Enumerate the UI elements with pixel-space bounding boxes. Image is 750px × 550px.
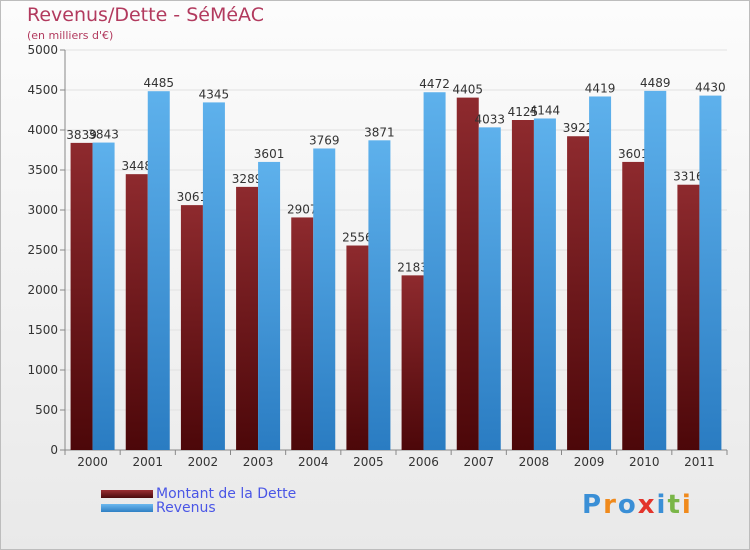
bar-revenus xyxy=(258,161,281,451)
x-tick-label: 2001 xyxy=(132,455,163,469)
data-label-dette: 3601 xyxy=(618,147,649,161)
bar-dette xyxy=(236,186,259,450)
data-label-revenus: 3769 xyxy=(309,133,340,147)
data-label-dette: 2183 xyxy=(397,260,428,274)
chart-title: Revenus/Dette - SéMéAC xyxy=(27,4,264,26)
legend-item-dette: Montant de la Dette xyxy=(101,486,296,502)
bar-dette xyxy=(622,161,645,451)
legend-swatch-dette xyxy=(101,490,153,498)
data-label-revenus: 4144 xyxy=(530,103,561,117)
x-tick-label: 2009 xyxy=(574,455,605,469)
data-label-revenus: 4485 xyxy=(143,76,174,90)
data-label-dette: 3922 xyxy=(563,121,594,135)
y-tick-label: 3500 xyxy=(27,163,58,177)
bar-revenus xyxy=(644,90,667,450)
x-tick-label: 2010 xyxy=(629,455,660,469)
data-label-revenus: 4430 xyxy=(695,81,726,95)
x-tick-label: 2005 xyxy=(353,455,384,469)
legend-label-dette: Montant de la Dette xyxy=(156,486,297,502)
y-tick-label: 2500 xyxy=(27,243,58,257)
data-label-dette: 2556 xyxy=(342,231,373,245)
x-tick-label: 2003 xyxy=(243,455,274,469)
data-label-dette: 2907 xyxy=(287,202,318,216)
x-tick-label: 2006 xyxy=(408,455,439,469)
logo-letter: t xyxy=(667,490,682,520)
bar-revenus xyxy=(699,95,722,450)
data-label-dette: 4405 xyxy=(452,83,483,97)
bar-dette xyxy=(567,136,590,451)
bar-dette xyxy=(346,245,369,450)
legend-swatch-revenus xyxy=(101,504,153,512)
logo-letter: i xyxy=(656,490,668,520)
logo-letter: x xyxy=(637,490,657,520)
y-tick-label: 1500 xyxy=(27,323,58,337)
data-label-dette: 3839 xyxy=(66,128,97,142)
logo-letter: o xyxy=(617,490,638,520)
bar-revenus xyxy=(423,92,446,451)
bar-dette xyxy=(677,184,700,450)
x-tick-label: 2007 xyxy=(463,455,494,469)
y-tick-label: 4000 xyxy=(27,123,58,137)
logo-letter: P xyxy=(582,490,604,520)
y-tick-label: 1000 xyxy=(27,363,58,377)
bar-dette xyxy=(125,174,148,450)
data-label-dette: 3289 xyxy=(232,172,263,186)
chart-subtitle: (en milliers d'€) xyxy=(27,29,114,42)
legend-label-revenus: Revenus xyxy=(156,500,216,516)
x-tick-label: 2008 xyxy=(519,455,550,469)
bar-dette xyxy=(456,97,479,450)
logo-letter: i xyxy=(681,490,693,520)
bar-revenus xyxy=(368,140,391,450)
data-label-revenus: 4489 xyxy=(640,76,671,90)
y-tick-label: 500 xyxy=(35,403,58,417)
x-tick-label: 2011 xyxy=(684,455,715,469)
bar-revenus xyxy=(202,102,225,451)
bar-revenus xyxy=(147,91,170,450)
bar-revenus xyxy=(533,118,556,450)
data-label-revenus: 4345 xyxy=(199,87,230,101)
bar-revenus xyxy=(313,148,336,451)
y-tick-label: 2000 xyxy=(27,283,58,297)
data-label-revenus: 4472 xyxy=(419,77,450,91)
y-tick-label: 3000 xyxy=(27,203,58,217)
bar-dette xyxy=(401,275,424,450)
legend-item-revenus: Revenus xyxy=(101,500,216,516)
data-label-dette: 3061 xyxy=(177,190,208,204)
data-label-revenus: 3843 xyxy=(88,128,119,142)
bar-revenus xyxy=(92,142,115,450)
y-tick-label: 0 xyxy=(50,443,58,457)
x-tick-label: 2000 xyxy=(77,455,108,469)
bar-dette xyxy=(180,205,203,450)
bar-revenus xyxy=(589,96,612,450)
data-label-dette: 4125 xyxy=(508,105,539,119)
data-label-dette: 3448 xyxy=(121,159,152,173)
data-label-revenus: 4419 xyxy=(585,81,616,95)
bar-dette xyxy=(511,120,534,450)
data-label-revenus: 4033 xyxy=(474,112,505,126)
data-label-dette: 3316 xyxy=(673,170,704,184)
y-tick-label: 4500 xyxy=(27,83,58,97)
y-tick-label: 5000 xyxy=(27,43,58,57)
bar-dette xyxy=(291,217,314,450)
bar-revenus xyxy=(478,127,501,451)
x-tick-label: 2004 xyxy=(298,455,329,469)
data-label-revenus: 3871 xyxy=(364,125,395,139)
bar-dette xyxy=(70,142,93,450)
logo-letter: r xyxy=(603,490,618,520)
x-tick-label: 2002 xyxy=(188,455,219,469)
proxiti-logo: Proxiti xyxy=(582,490,693,520)
data-label-revenus: 3601 xyxy=(254,147,285,161)
